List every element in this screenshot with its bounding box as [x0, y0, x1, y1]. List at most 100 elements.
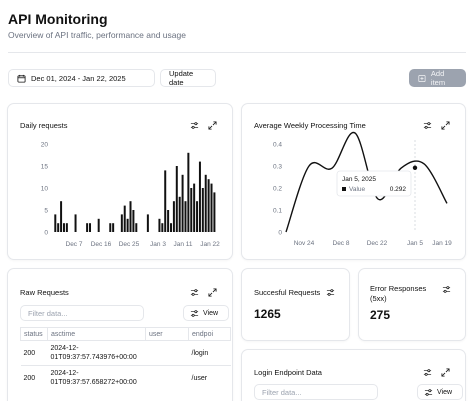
line-series	[285, 132, 448, 233]
raw-requests-view-button[interactable]: View	[183, 305, 229, 321]
view-label: View	[203, 309, 219, 317]
bar	[135, 223, 138, 232]
table-row[interactable]: 200 2024-12- 01T09:37:57.658272+00:00 /us…	[20, 365, 231, 391]
column-header-endpoint[interactable]: endpoi	[188, 327, 231, 341]
expand-icon[interactable]	[441, 368, 450, 377]
cell-endpoint: /user	[188, 365, 231, 391]
cell-status: 200	[20, 340, 48, 366]
login-endpoint-view-button[interactable]: View	[417, 384, 463, 400]
y-tick-label: 0.2	[273, 186, 282, 193]
bar	[60, 201, 63, 232]
successful-requests-card: Succesful Requests 1265	[241, 268, 350, 341]
header-divider	[8, 52, 466, 53]
y-tick-label: 0.4	[273, 142, 282, 149]
x-tick-label: Jan 5	[407, 240, 423, 247]
bar	[112, 223, 115, 232]
raw-requests-table: status asctime user endpoi 200 2024-12- 0…	[20, 327, 231, 391]
date-range-label: Dec 01, 2024 - Jan 22, 2025	[31, 73, 126, 83]
expand-icon[interactable]	[208, 121, 217, 130]
x-tick-label: Jan 3	[150, 241, 166, 248]
y-tick-label: 10	[41, 186, 49, 193]
table-row[interactable]: 200 2024-12- 01T09:37:57.743976+00:00 /lo…	[20, 340, 231, 366]
settings-sliders-icon[interactable]	[442, 285, 451, 294]
settings-sliders-icon[interactable]	[423, 121, 432, 130]
x-tick-label: Dec 8	[333, 240, 350, 247]
successful-requests-title: Succesful Requests	[254, 288, 321, 297]
date-range-picker[interactable]: Dec 01, 2024 - Jan 22, 2025	[8, 69, 155, 87]
expand-icon[interactable]	[208, 288, 217, 297]
bar	[146, 214, 149, 232]
bar	[65, 223, 68, 232]
bar	[97, 218, 100, 232]
page-subtitle: Overview of API traffic, performance and…	[8, 30, 186, 40]
update-date-button[interactable]: Update date	[160, 69, 216, 87]
y-tick-label: 0	[278, 230, 282, 237]
bar	[187, 152, 190, 232]
bar	[178, 196, 181, 232]
view-label: View	[437, 388, 453, 396]
settings-sliders-icon	[424, 388, 433, 396]
cell-endpoint: /login	[188, 340, 231, 366]
bar	[198, 161, 201, 232]
plus-square-icon	[418, 74, 426, 82]
bar	[129, 201, 132, 232]
error-responses-card: Error Responses (5xx) 275	[358, 268, 466, 341]
error-responses-value: 275	[370, 308, 391, 322]
x-tick-label: Dec 16	[91, 241, 112, 248]
weekly-processing-card: Average Weekly Processing Time 0 0.1 0.2 0.…	[241, 103, 466, 260]
daily-requests-title: Daily requests	[20, 121, 68, 130]
hover-point	[412, 165, 418, 170]
y-tick-label: 0.3	[273, 164, 282, 171]
tooltip-swatch	[342, 187, 346, 191]
bar	[126, 218, 129, 232]
daily-requests-bar-chart: 0 5 10 15 20 Dec 7 Dec 16 Dec 25 Jan 3 Jan 11 Jan …	[41, 142, 220, 249]
tooltip-label: Value	[349, 186, 366, 193]
login-endpoint-title: Login Endpoint Data	[254, 368, 322, 377]
add-item-button[interactable]: Add item	[409, 69, 466, 87]
daily-requests-card: Daily requests 0 5 10 15 20 Dec 7 Dec 16 Dec 25…	[7, 103, 233, 260]
settings-sliders-icon	[190, 309, 199, 317]
error-responses-title: Error Responses (5xx)	[370, 284, 427, 303]
expand-icon[interactable]	[441, 121, 450, 130]
login-endpoint-filter-input[interactable]: Filter data...	[254, 384, 378, 400]
settings-sliders-icon[interactable]	[190, 121, 199, 130]
bar	[170, 223, 173, 232]
bar	[164, 170, 167, 232]
bar	[54, 214, 57, 232]
column-header-asctime[interactable]: asctime	[47, 327, 146, 341]
bar	[196, 201, 199, 232]
raw-requests-filter-input[interactable]: Filter data...	[20, 305, 144, 321]
column-header-user[interactable]: user	[145, 327, 189, 341]
raw-requests-title: Raw Requests	[20, 288, 69, 297]
bar	[167, 210, 170, 232]
bar	[86, 223, 89, 232]
bar	[201, 188, 204, 232]
bar	[123, 205, 126, 232]
y-tick-label: 0	[44, 230, 48, 237]
x-tick-label: Jan 22	[200, 241, 220, 248]
bar	[204, 174, 207, 232]
cell-user	[145, 365, 189, 391]
x-tick-label: Jan 11	[173, 241, 192, 248]
login-endpoint-card: Login Endpoint Data Filter data... View	[241, 349, 466, 401]
x-tick-label: Nov 24	[294, 240, 315, 247]
y-tick-label: 5	[44, 208, 48, 215]
successful-requests-value: 1265	[254, 307, 281, 321]
settings-sliders-icon[interactable]	[190, 288, 199, 297]
tooltip-date: Jan 5, 2025	[342, 176, 376, 183]
weekly-processing-title: Average Weekly Processing Time	[254, 121, 366, 130]
bar	[62, 223, 65, 232]
cell-asctime: 2024-12- 01T09:37:57.743976+00:00	[47, 340, 146, 366]
bar	[213, 192, 216, 232]
x-tick-label: Dec 22	[367, 240, 388, 247]
settings-sliders-icon[interactable]	[423, 368, 432, 377]
weekly-processing-line-chart[interactable]: 0 0.1 0.2 0.3 0.4 Jan 5, 2025 Value 0.292 Nov 24…	[242, 104, 466, 260]
settings-sliders-icon[interactable]	[326, 288, 335, 297]
chart-tooltip: Jan 5, 2025 Value 0.292	[336, 170, 412, 197]
column-header-status[interactable]: status	[20, 327, 48, 341]
bar	[184, 201, 187, 232]
bar	[172, 201, 175, 232]
calendar-icon	[17, 74, 26, 83]
bar	[207, 179, 210, 232]
bar	[210, 183, 213, 232]
